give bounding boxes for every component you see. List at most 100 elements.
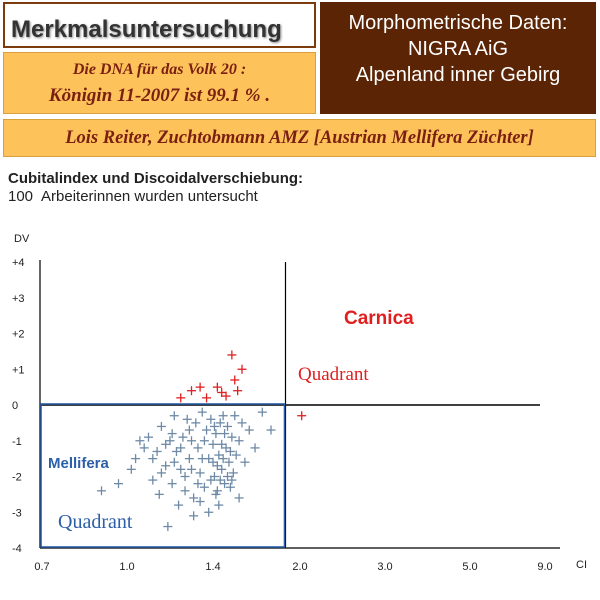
data-point: [197, 407, 207, 417]
y-axis-label: DV: [14, 233, 30, 245]
data-point: [227, 475, 237, 485]
y-tick-label: -1: [12, 436, 22, 448]
y-tick-label: -3: [12, 507, 22, 519]
data-point: [180, 472, 190, 481]
data-point: [223, 421, 232, 431]
points-layer: [97, 350, 307, 532]
data-point: [131, 454, 141, 464]
data-point: [257, 407, 267, 417]
data-point: [195, 497, 205, 507]
data-point: [126, 464, 136, 474]
data-point: [193, 443, 203, 453]
dna-line-2: Königin 11-2007 ist 99.1 % .: [48, 85, 271, 106]
data-point: [176, 443, 186, 453]
data-point: [176, 464, 186, 474]
x-tick-label: 0.7: [34, 561, 49, 573]
data-point: [227, 350, 237, 360]
data-point: [156, 421, 166, 431]
data-point: [167, 479, 177, 489]
data-point: [202, 393, 212, 403]
data-point: [218, 411, 228, 421]
data-point: [197, 454, 207, 464]
x-axis-label: CI: [576, 559, 587, 571]
mellifera-label: Mellifera: [48, 455, 110, 472]
data-point: [220, 429, 230, 439]
data-point: [297, 411, 307, 421]
data-point: [161, 461, 171, 471]
data-point: [208, 439, 218, 449]
data-point: [231, 450, 241, 460]
data-point: [156, 468, 166, 478]
data-point: [176, 393, 186, 403]
worker-count: 100: [8, 188, 34, 205]
data-point: [163, 522, 173, 532]
data-point: [211, 429, 221, 439]
data-point: [180, 486, 190, 496]
x-tick-label: 5.0: [462, 561, 477, 573]
data-point: [148, 475, 158, 485]
data-point: [167, 429, 177, 439]
carnica-label: Carnica: [344, 308, 414, 329]
data-point: [250, 443, 260, 453]
data-point: [218, 454, 228, 464]
breeder-banner: Lois Reiter, Zuchtobmann AMZ [Austrian M…: [3, 119, 596, 157]
morphometric-box: Morphometrische Daten: NIGRA AiG Alpenla…: [320, 2, 596, 114]
data-point: [178, 432, 188, 442]
data-point: [202, 425, 212, 435]
y-tick-label: -2: [12, 472, 22, 484]
data-point: [187, 464, 196, 474]
x-tick-label: 1.0: [119, 561, 134, 573]
data-point: [182, 414, 192, 424]
data-point: [233, 386, 243, 396]
data-point: [227, 432, 237, 442]
data-point: [191, 418, 201, 428]
data-point: [169, 457, 179, 467]
data-point: [154, 489, 164, 499]
data-point: [189, 511, 199, 521]
data-point: [209, 421, 219, 431]
data-point: [221, 391, 231, 401]
x-tick-label: 3.0: [377, 561, 392, 573]
data-point: [189, 493, 199, 503]
data-point: [230, 375, 240, 385]
data-point: [148, 454, 158, 464]
morph-line-2: NIGRA AiG: [407, 38, 509, 60]
data-point: [97, 486, 106, 496]
data-point: [184, 454, 194, 464]
data-point: [204, 507, 214, 517]
data-point: [161, 439, 171, 449]
dna-line-1: Die DNA für das Volk 20 :: [72, 61, 247, 78]
axes-layer: [39, 260, 560, 549]
carnica-quadrant-label: Quadrant: [298, 364, 369, 385]
title-box: Merkmalsuntersuchung: [3, 2, 316, 48]
data-point: [174, 500, 184, 510]
data-point: [184, 425, 194, 435]
y-tick-label: 0: [12, 400, 18, 412]
y-tick-label: +4: [12, 257, 25, 269]
page-title: Merkmalsuntersuchung: [11, 16, 282, 43]
data-point: [266, 425, 276, 435]
data-point: [237, 418, 247, 428]
mellifera-quadrant-frame: [40, 403, 286, 548]
data-point: [212, 382, 222, 392]
x-tick-label: 1.4: [205, 561, 220, 573]
morph-line-3: Alpenland inner Gebirg: [355, 64, 561, 86]
data-point: [144, 432, 153, 442]
dna-box: Die DNA für das Volk 20 : Königin 11-200…: [3, 52, 316, 114]
morph-line-1: Morphometrische Daten:: [348, 12, 568, 34]
y-tick-label: +1: [12, 364, 25, 376]
data-point: [169, 411, 179, 421]
data-point: [199, 482, 209, 492]
x-tick-label: 2.0: [292, 561, 307, 573]
y-tick-label: +3: [12, 293, 25, 305]
data-point: [195, 382, 205, 392]
data-point: [237, 364, 247, 374]
data-point: [114, 479, 123, 489]
x-tick-label: 9.0: [537, 561, 552, 573]
data-point: [225, 482, 235, 492]
data-point: [228, 468, 238, 478]
data-point: [214, 500, 224, 510]
data-point: [187, 436, 196, 446]
